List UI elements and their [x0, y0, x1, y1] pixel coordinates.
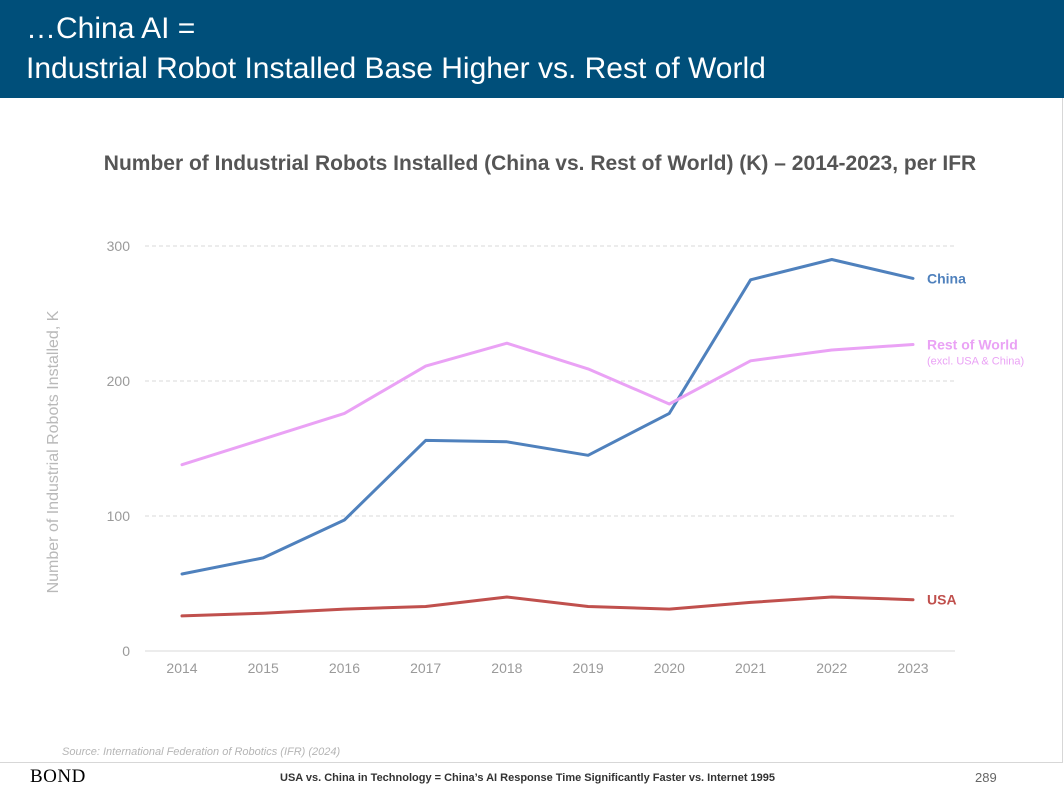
chart-title: Number of Industrial Robots Installed (C…	[103, 152, 977, 175]
x-tick-label: 2020	[654, 660, 685, 676]
x-tick-label: 2019	[573, 660, 604, 676]
x-tick-label: 2014	[166, 660, 197, 676]
series-label-rest-of-world: Rest of World	[927, 337, 1018, 353]
y-tick-label: 200	[107, 373, 131, 389]
series-line-usa	[180, 595, 915, 618]
slide-title-line-2: Industrial Robot Installed Base Higher v…	[26, 52, 766, 85]
series-label-china: China	[927, 270, 966, 286]
page-number: 289	[975, 770, 997, 785]
source-note: Source: International Federation of Robo…	[62, 746, 341, 758]
y-axis-label: Number of Industrial Robots Installed, K	[45, 310, 62, 593]
x-tick-label: 2016	[329, 660, 360, 676]
slide-title-line-1: …China AI =	[26, 12, 196, 45]
bond-logo: BOND	[30, 766, 86, 787]
y-tick-label: 100	[107, 508, 131, 524]
footer-caption: USA vs. China in Technology = China’s AI…	[280, 772, 776, 784]
x-tick-label: 2018	[491, 660, 522, 676]
series-line-rest-of-world	[180, 341, 915, 467]
x-tick-label: 2021	[735, 660, 766, 676]
x-tick-label: 2022	[816, 660, 847, 676]
series-label-usa: USA	[927, 592, 957, 608]
series-sublabel: (excl. USA & China)	[927, 356, 1024, 368]
x-tick-label: 2017	[410, 660, 441, 676]
y-tick-label: 300	[107, 238, 131, 254]
x-tick-label: 2023	[897, 660, 928, 676]
content-frame	[0, 98, 1063, 763]
y-tick-label: 0	[122, 643, 130, 659]
x-tick-label: 2015	[248, 660, 279, 676]
series-line-china	[180, 258, 915, 576]
slide-header: …China AI = Industrial Robot Installed B…	[0, 0, 1064, 98]
